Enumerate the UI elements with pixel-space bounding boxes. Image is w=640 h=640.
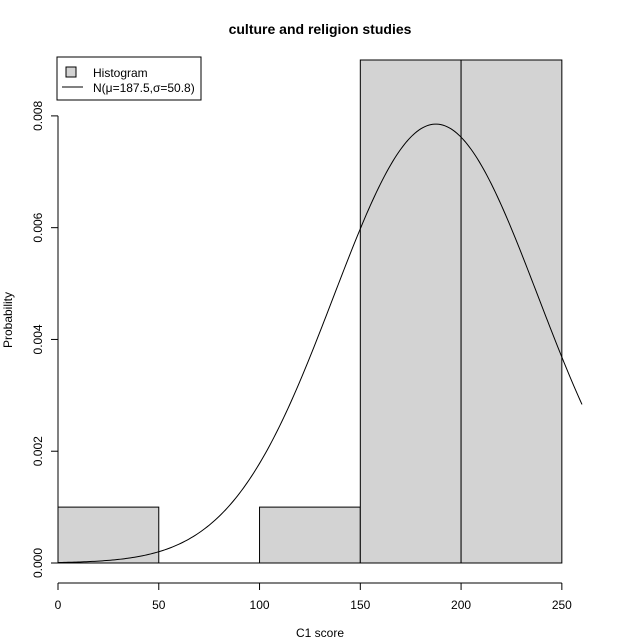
x-axis: 0 50 100 150 200 250: [55, 582, 572, 612]
legend-histogram-label: Histogram: [93, 66, 148, 80]
x-tick-label-50: 50: [152, 598, 166, 612]
legend-box: [56, 56, 202, 101]
histogram-bar-4: [460, 59, 563, 564]
x-axis-label: C1 score: [296, 626, 344, 640]
x-tick-label-250: 250: [552, 598, 572, 612]
legend: Histogram N(μ=187.5,σ=50.8): [56, 56, 202, 101]
normal-curve-group: [57, 123, 583, 564]
legend-curve-label: N(μ=187.5,σ=50.8): [93, 81, 195, 95]
histogram-bar-0: [57, 506, 160, 564]
y-tick-label-0.008: 0.008: [31, 101, 45, 131]
chart-title: culture and religion studies: [229, 21, 412, 37]
legend-histogram-swatch: [65, 66, 77, 78]
y-axis: 0.000 0.002 0.004 0.006 0.008: [31, 101, 59, 578]
histogram-bar-3: [359, 59, 462, 564]
y-tick-label-0.004: 0.004: [31, 324, 45, 354]
y-axis-label: Probability: [1, 292, 15, 348]
histogram-bars: [57, 59, 563, 564]
y-tick-label-0.006: 0.006: [31, 212, 45, 242]
y-tick-label-0.002: 0.002: [31, 436, 45, 466]
normal-curve-line: [57, 123, 583, 564]
x-tick-label-100: 100: [250, 598, 270, 612]
x-tick-label-150: 150: [350, 598, 370, 612]
histogram-bar-2: [259, 506, 361, 564]
y-tick-label-0.000: 0.000: [31, 548, 45, 578]
x-tick-label-0: 0: [55, 598, 62, 612]
x-tick-label-200: 200: [451, 598, 471, 612]
